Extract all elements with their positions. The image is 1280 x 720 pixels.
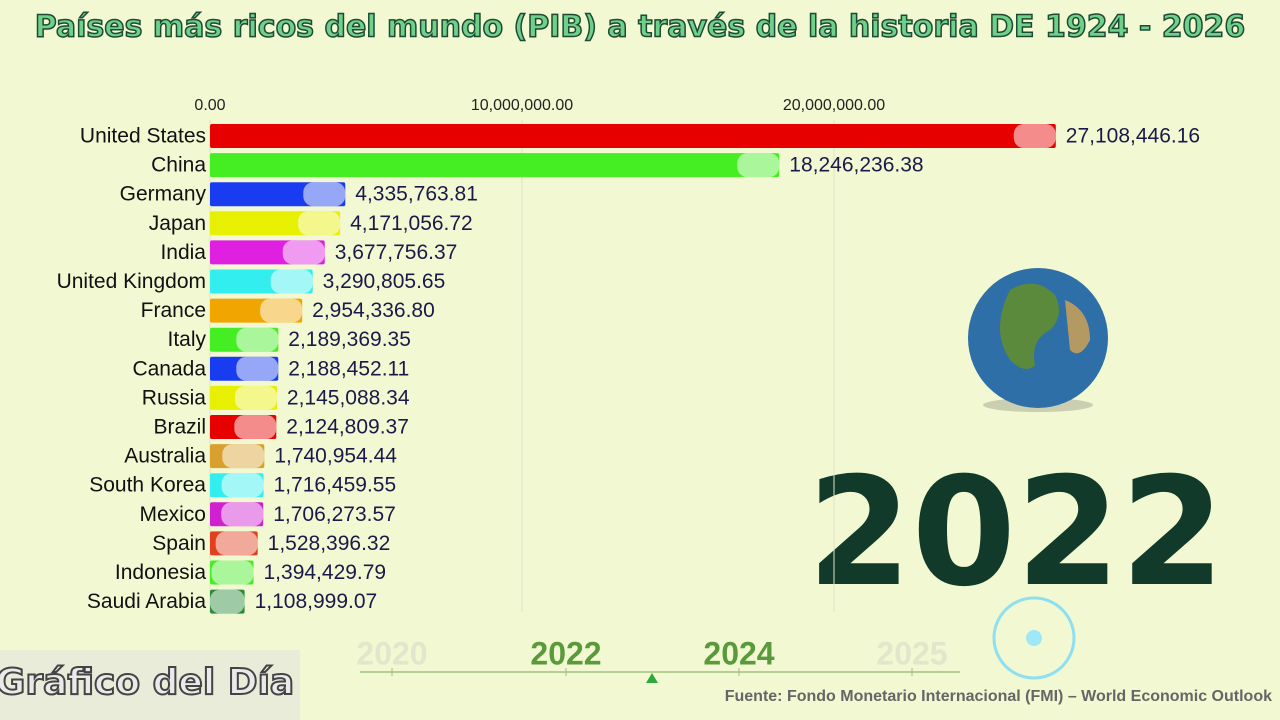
value-label: 18,246,236.38	[789, 154, 923, 177]
bar	[210, 124, 1056, 148]
timeline-label: 2020	[356, 635, 427, 671]
timeline-label: 2025	[876, 635, 947, 671]
value-label: 1,394,429.79	[264, 561, 387, 584]
value-label: 2,954,336.80	[312, 299, 435, 322]
value-label: 4,335,763.81	[355, 183, 478, 206]
flag	[270, 269, 313, 294]
timeline-pointer	[646, 673, 658, 683]
value-label: 2,188,452.11	[288, 357, 409, 380]
x-tick-label: 20,000,000.00	[783, 97, 885, 114]
flag	[260, 298, 303, 323]
category-label: Mexico	[139, 503, 206, 526]
category-label: France	[141, 299, 206, 322]
category-label: United States	[80, 125, 206, 148]
category-label: South Korea	[89, 474, 206, 497]
timeline-label: 2022	[530, 635, 601, 671]
x-tick-label: 10,000,000.00	[471, 97, 573, 114]
category-label: Brazil	[153, 416, 206, 439]
category-label: China	[151, 154, 206, 177]
value-label: 2,124,809.37	[286, 416, 409, 439]
category-label: United Kingdom	[57, 270, 206, 293]
source: Fuente: Fondo Monetario Internacional (F…	[725, 688, 1272, 705]
flag	[737, 153, 780, 178]
value-label: 2,145,088.34	[287, 386, 410, 409]
category-label: Russia	[142, 386, 207, 409]
value-label: 1,740,954.44	[274, 445, 397, 468]
category-label: Spain	[152, 532, 206, 555]
value-label: 3,677,756.37	[335, 241, 458, 264]
bar	[210, 153, 780, 178]
value-label: 4,171,056.72	[350, 212, 473, 235]
timeline-label: 2024	[703, 635, 774, 671]
loading-icon	[992, 596, 1076, 680]
value-label: 3,290,805.65	[323, 270, 446, 293]
category-label: Saudi Arabia	[87, 590, 206, 613]
category-label: India	[160, 241, 206, 264]
flag	[1013, 124, 1056, 148]
flag	[234, 415, 277, 439]
watermark-box	[0, 650, 300, 720]
category-label: Indonesia	[115, 561, 206, 584]
year-label: 2022	[807, 446, 1224, 620]
value-label: 1,706,273.57	[273, 503, 396, 526]
flag	[222, 444, 265, 469]
flag	[211, 560, 254, 585]
value-label: 2,189,369.35	[288, 328, 411, 351]
flag	[234, 385, 277, 410]
value-label: 1,716,459.55	[274, 474, 397, 497]
category-label: Italy	[167, 328, 206, 351]
value-label: 27,108,446.16	[1066, 125, 1200, 148]
flag	[303, 182, 346, 207]
watermark: Gráfico del Día	[0, 662, 294, 703]
flag	[236, 356, 279, 381]
chart-title: Países más ricos del mundo (PIB) a travé…	[35, 10, 1246, 45]
category-label: Australia	[124, 445, 206, 468]
globe	[968, 268, 1108, 412]
category-label: Canada	[132, 357, 206, 380]
value-label: 1,528,396.32	[268, 532, 391, 555]
flag	[298, 211, 341, 236]
flag	[221, 473, 264, 498]
flag	[215, 531, 258, 556]
flag	[236, 327, 279, 352]
flag	[221, 502, 264, 527]
flag	[210, 589, 245, 614]
category-label: Japan	[149, 212, 206, 235]
flag	[282, 240, 325, 265]
category-label: Germany	[120, 183, 207, 206]
value-label: 1,108,999.07	[255, 590, 378, 613]
x-tick-label: 0.00	[194, 97, 225, 114]
